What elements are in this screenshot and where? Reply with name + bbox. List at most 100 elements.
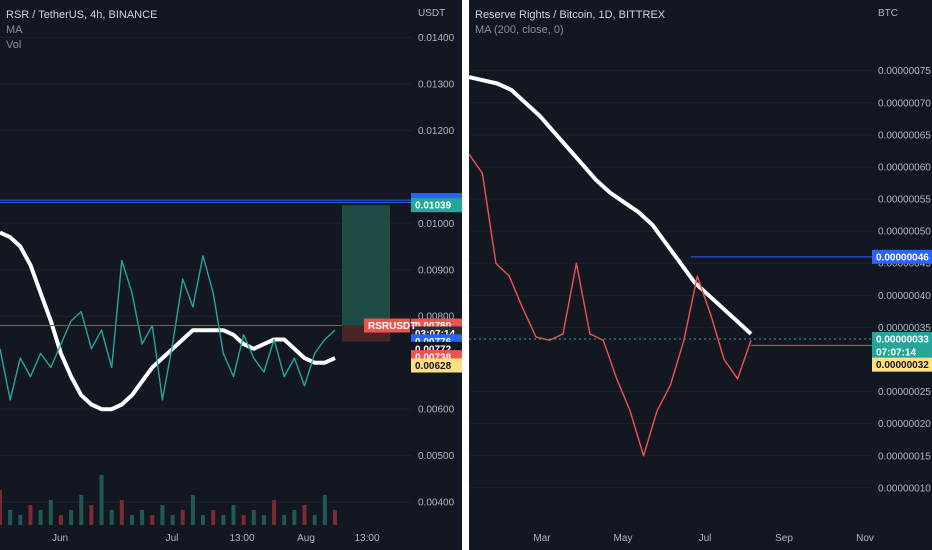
x-tick-label: Mar: [533, 533, 551, 544]
y-tick-label: 0.00900: [418, 265, 455, 276]
price-line: [0, 255, 336, 401]
moving-average-line: [469, 75, 753, 336]
volume-bar: [333, 510, 337, 525]
profit-zone: [342, 205, 390, 326]
y-tick-label: 0.00000050: [878, 227, 931, 238]
price-tag-label: 0.00000046: [876, 252, 929, 263]
volume-bar: [140, 510, 145, 525]
volume-bar: [261, 515, 266, 525]
price-line: [469, 153, 752, 457]
y-tick-label: 0.00800: [418, 312, 455, 323]
x-tick-label: Sep: [775, 533, 793, 544]
y-tick-label: 0.00500: [418, 451, 455, 462]
volume-bar: [190, 495, 195, 525]
volume-bar: [89, 505, 94, 525]
price-tag: [872, 357, 932, 372]
price-tag: [872, 331, 932, 346]
volume-bar: [48, 500, 53, 525]
y-tick-label: 0.00000035: [878, 323, 931, 334]
left-ma-label[interactable]: MA: [6, 24, 23, 36]
symbol-tag: [364, 318, 410, 333]
y-tick-label: 0.00400: [418, 498, 455, 509]
currency-label: USDT: [418, 8, 445, 19]
left-chart-canvas[interactable]: 0.01400 0.01300 0.01200 0.01000 0.00900 0.008…: [0, 0, 462, 550]
y-tick-label: 0.00000015: [878, 451, 931, 462]
y-tick-label: 0.01400: [418, 33, 455, 44]
pane-divider[interactable]: [462, 0, 469, 550]
y-tick-label: 0.00000065: [878, 130, 931, 141]
volume-bar: [231, 505, 236, 525]
volume-bar: [241, 515, 246, 525]
price-tag-label: 0.00000033: [876, 334, 929, 345]
volume-bar: [251, 510, 256, 525]
y-tick-label: 0.00000010: [878, 483, 931, 494]
volume-bar: [272, 500, 277, 525]
right-chart-pane[interactable]: 0.00000075 0.00000070 0.00000065 0.00000060…: [469, 0, 932, 550]
right-ma-label[interactable]: MA (200, close, 0): [475, 24, 564, 36]
volume-bar: [312, 515, 317, 525]
price-tag: [872, 249, 932, 264]
price-tag-label: 0.01039: [415, 201, 452, 212]
y-tick-label: 0.00000045: [878, 259, 931, 270]
price-tag: [411, 358, 462, 373]
x-tick-label: Jun: [52, 533, 68, 544]
y-tick-label: 0.01000: [418, 219, 455, 230]
volume-bar: [302, 505, 307, 525]
y-tick-label: 0.00000060: [878, 162, 931, 173]
moving-average-line: [0, 230, 336, 412]
left-vol-label[interactable]: Vol: [6, 39, 22, 51]
y-tick-label: 0.00000070: [878, 98, 931, 109]
volume-bar: [69, 510, 74, 525]
y-tick-label: 0.01300: [418, 79, 455, 90]
right-legend: Reserve Rights / Bitcoin, 1D, BITTREX MA…: [475, 8, 665, 38]
y-tick-label: 0.00000025: [878, 387, 931, 398]
x-tick-label: 13:00: [354, 533, 379, 544]
volume-bar: [38, 510, 43, 525]
volume-bar: [0, 490, 2, 525]
volume-bar: [170, 515, 175, 525]
price-tag-label: 07:07:14: [876, 347, 916, 358]
price-tag-label: 0.00628: [415, 361, 452, 372]
volume-bar: [129, 515, 134, 525]
volume-bar: [8, 510, 13, 525]
volume-bar: [28, 505, 33, 525]
y-tick-label: 0.00000055: [878, 195, 931, 206]
right-symbol-title[interactable]: Reserve Rights / Bitcoin, 1D, BITTREX: [475, 9, 666, 21]
price-tag-label: 0.00000032: [876, 360, 929, 371]
x-tick-label: Nov: [856, 533, 874, 544]
y-tick-label: 0.01200: [418, 126, 455, 137]
volume-bar: [160, 505, 165, 525]
x-tick-label: Aug: [297, 533, 315, 544]
symbol-tag-label: RSRUSDT: [368, 321, 416, 332]
volume-bar: [150, 515, 155, 525]
x-tick-label: Jul: [699, 533, 712, 544]
right-chart-canvas[interactable]: 0.00000075 0.00000070 0.00000065 0.00000060…: [469, 0, 932, 550]
volume-bar: [79, 495, 84, 525]
volume-bar: [282, 515, 287, 525]
volume-bar: [292, 510, 297, 525]
y-tick-label: 0.00000020: [878, 419, 931, 430]
volume-bar: [201, 515, 206, 525]
volume-bar: [211, 510, 216, 525]
volume-bar: [322, 495, 327, 525]
price-tag: [872, 344, 932, 359]
price-tag: [411, 198, 462, 213]
left-legend: RSR / TetherUS, 4h, BINANCE MA Vol: [6, 8, 157, 53]
volume-bar: [119, 500, 124, 525]
currency-label: BTC: [878, 8, 898, 19]
y-tick-label: 0.00600: [418, 405, 455, 416]
volume-bar: [99, 475, 104, 525]
price-tag-label: 0.00772: [415, 344, 452, 355]
price-tag-label: 0.00738: [415, 353, 452, 364]
left-chart-pane[interactable]: 0.01400 0.01300 0.01200 0.01000 0.00900 0.008…: [0, 0, 462, 550]
volume-bar: [221, 515, 226, 525]
volume-bar: [109, 510, 114, 525]
y-tick-label: 0.00000075: [878, 66, 931, 77]
volume-bar: [18, 515, 23, 525]
left-symbol-title[interactable]: RSR / TetherUS, 4h, BINANCE: [6, 9, 158, 21]
y-tick-label: 0.00000040: [878, 291, 931, 302]
x-tick-label: May: [614, 533, 633, 544]
x-tick-label: 13:00: [229, 533, 254, 544]
x-tick-label: Jul: [166, 533, 179, 544]
volume-bar: [180, 510, 185, 525]
